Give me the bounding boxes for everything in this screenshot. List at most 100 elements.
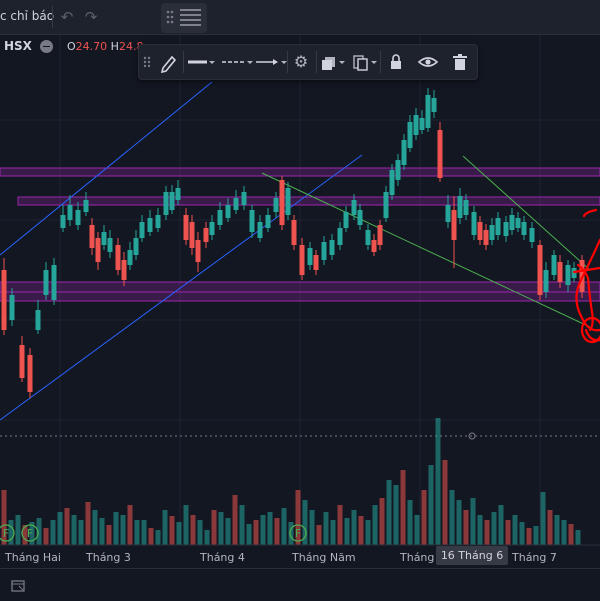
- earnings-marker-label: F: [3, 527, 9, 540]
- template-icon[interactable]: [319, 51, 347, 73]
- candle: [163, 192, 169, 215]
- trend-line: [0, 154, 363, 421]
- lock-icon[interactable]: [383, 51, 409, 73]
- candle: [495, 218, 501, 235]
- freehand-annotation: [572, 208, 600, 342]
- freehand-annotation: [580, 316, 600, 344]
- volume-bar: [281, 508, 287, 545]
- candle: [249, 210, 255, 232]
- volume-bar: [386, 480, 392, 545]
- volume-bar: [141, 520, 147, 545]
- earnings-marker: [289, 524, 307, 542]
- arrow-style-icon[interactable]: [253, 51, 287, 73]
- toolbar-separator: [52, 6, 53, 28]
- volume-bar: [232, 495, 238, 545]
- candle: [551, 255, 557, 275]
- favorites-drawing-toolbar[interactable]: [161, 3, 207, 33]
- gear-icon[interactable]: ⚙: [293, 52, 309, 71]
- candle: [51, 265, 57, 300]
- candle: [189, 222, 195, 248]
- hide-series-icon[interactable]: [40, 40, 53, 53]
- high-label: H: [110, 40, 119, 53]
- candle: [67, 205, 73, 220]
- candle: [299, 245, 305, 275]
- candle: [321, 242, 327, 260]
- support-resistance-zone: [0, 291, 600, 302]
- earnings-marker: [0, 524, 15, 542]
- volume-bar: [288, 522, 294, 545]
- volume-bar: [239, 505, 245, 545]
- candle: [395, 160, 401, 180]
- candle: [503, 222, 509, 236]
- candle: [565, 265, 571, 285]
- candle: [209, 222, 215, 235]
- volume-bar: [204, 530, 210, 545]
- volume-bar: [365, 520, 371, 545]
- candle: [477, 222, 483, 240]
- time-axis-label: Tháng Hai: [5, 551, 61, 564]
- volume-bar: [428, 465, 434, 545]
- volume-bar: [120, 515, 126, 545]
- volume-bar: [505, 520, 511, 545]
- candle: [1, 270, 7, 330]
- volume-bar: [50, 520, 56, 545]
- toolbar-separator: [183, 51, 184, 73]
- candle: [377, 225, 383, 245]
- candle: [463, 200, 469, 215]
- volume-bar: [442, 460, 448, 545]
- grip-icon[interactable]: [141, 51, 153, 73]
- volume-bar: [344, 518, 350, 545]
- candle: [89, 225, 95, 248]
- volume-bar: [295, 490, 301, 545]
- line-style-icon[interactable]: [185, 51, 215, 73]
- indicators-button[interactable]: c chỉ báo: [0, 9, 55, 23]
- eye-icon[interactable]: [415, 51, 441, 73]
- candle: [95, 238, 101, 262]
- support-resistance-zone: [17, 196, 600, 206]
- volume-bar: [71, 515, 77, 545]
- candle: [291, 220, 297, 245]
- undo-icon[interactable]: ↶: [60, 8, 74, 26]
- candle: [43, 270, 49, 295]
- volume-bar: [358, 516, 364, 545]
- drawing-floating-toolbar: ⚙: [138, 44, 478, 80]
- volume-bar: [99, 518, 105, 545]
- volume-bar: [43, 528, 49, 545]
- candle: [471, 212, 477, 235]
- candle: [407, 122, 413, 148]
- volume-bar: [78, 520, 84, 545]
- pencil-icon[interactable]: [155, 51, 181, 73]
- candle: [445, 205, 451, 222]
- date-range-icon[interactable]: [10, 577, 26, 593]
- volume-bar: [162, 510, 168, 545]
- symbol-name[interactable]: HSX: [4, 39, 32, 53]
- dash-style-icon[interactable]: [219, 51, 253, 73]
- volume-bar: [246, 524, 252, 545]
- volume-bar: [547, 510, 553, 545]
- candle: [365, 230, 371, 245]
- candle: [383, 192, 389, 218]
- volume-bar: [218, 512, 224, 545]
- volume-bar: [568, 524, 574, 545]
- candle: [35, 310, 41, 330]
- candle: [83, 200, 89, 212]
- volume-bar: [491, 512, 497, 545]
- volume-bar: [512, 515, 518, 545]
- volume-bar: [169, 516, 175, 545]
- candle: [425, 95, 431, 128]
- candle: [257, 222, 263, 238]
- volume-bar: [127, 505, 133, 545]
- volume-bar: [155, 530, 161, 545]
- candle: [537, 245, 543, 295]
- crosshair-point: [468, 432, 476, 440]
- volume-bar: [92, 510, 98, 545]
- trash-icon[interactable]: [447, 51, 473, 73]
- volume-bar: [477, 515, 483, 545]
- redo-icon[interactable]: ↷: [84, 8, 98, 26]
- clone-icon[interactable]: [350, 51, 378, 73]
- earnings-marker: [21, 524, 39, 542]
- support-resistance-zone: [0, 167, 600, 177]
- candle: [147, 218, 153, 232]
- open-label: O: [67, 40, 76, 53]
